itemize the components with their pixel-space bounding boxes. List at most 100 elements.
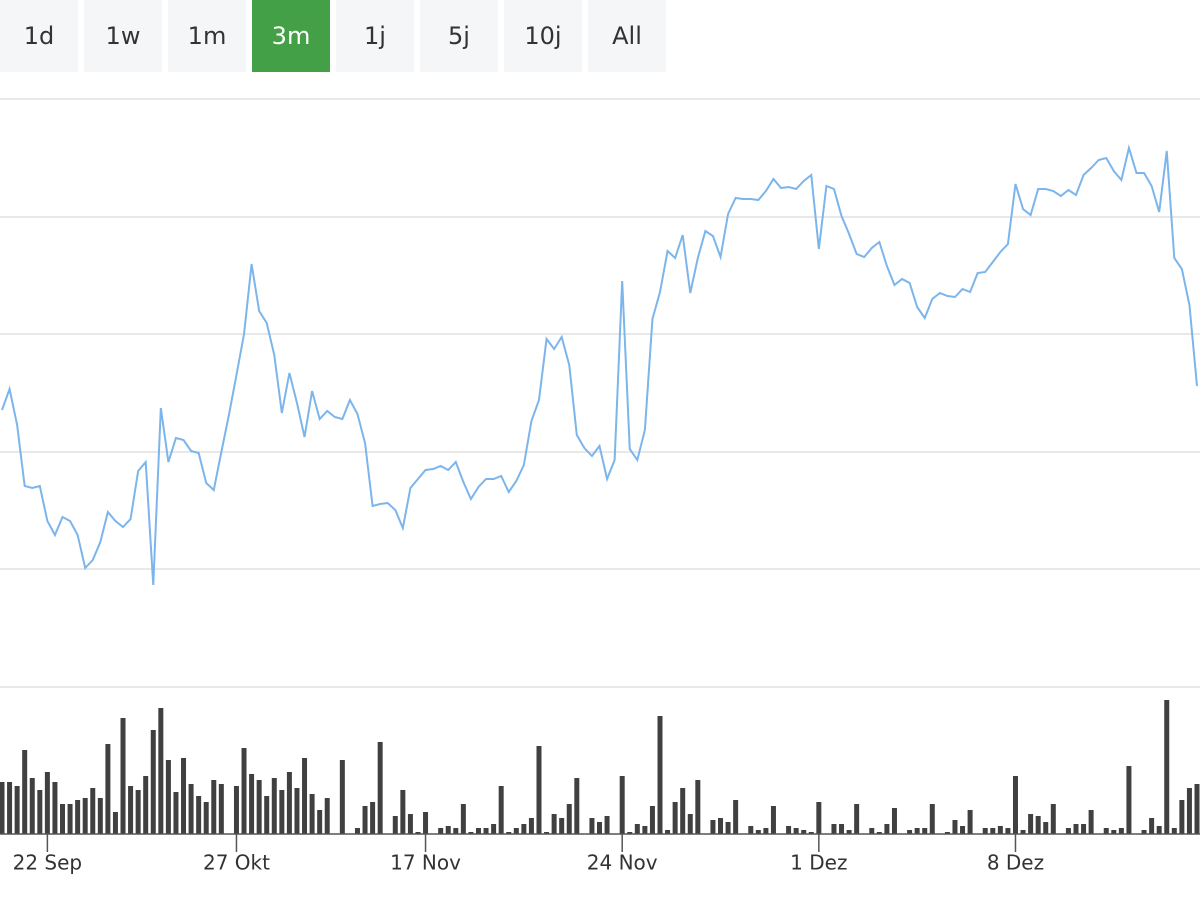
volume-bar bbox=[748, 826, 754, 834]
volume-bar bbox=[566, 804, 572, 834]
volume-bar bbox=[869, 828, 875, 834]
volume-bar bbox=[1012, 776, 1018, 834]
volume-bar bbox=[513, 828, 519, 834]
volume-bar bbox=[854, 804, 860, 834]
volume-bar bbox=[960, 826, 966, 834]
volume-bar bbox=[302, 758, 308, 834]
volume-bar bbox=[188, 784, 194, 834]
volume-bar bbox=[44, 772, 50, 834]
volume-bar bbox=[135, 790, 141, 834]
volume-bar bbox=[816, 802, 822, 834]
volume-bar bbox=[649, 806, 655, 834]
volume-bar bbox=[475, 828, 481, 834]
volume-bar bbox=[1065, 828, 1071, 834]
range-button[interactable]: All bbox=[588, 0, 666, 72]
volume-bar bbox=[634, 824, 640, 834]
volume-bar bbox=[377, 742, 383, 834]
range-button[interactable]: 10j bbox=[504, 0, 582, 72]
volume-bar bbox=[763, 828, 769, 834]
volume-bar bbox=[1088, 810, 1094, 834]
volume-bar bbox=[1194, 784, 1200, 834]
volume-bar bbox=[695, 780, 701, 834]
volume-bar bbox=[150, 730, 156, 834]
range-button[interactable]: 5j bbox=[420, 0, 498, 72]
x-tick-label: 27 Okt bbox=[203, 851, 270, 875]
x-tick-label: 8 Dez bbox=[987, 851, 1044, 875]
volume-bar bbox=[687, 814, 693, 834]
volume-bar bbox=[453, 828, 459, 834]
price-line bbox=[1, 144, 1198, 586]
volume-bar bbox=[627, 832, 633, 834]
volume-bar bbox=[922, 828, 928, 834]
volume-bar bbox=[407, 814, 413, 834]
volume-bar bbox=[271, 778, 277, 834]
volume-bar bbox=[1118, 828, 1124, 834]
volume-bar bbox=[324, 798, 330, 834]
volume-bar bbox=[196, 796, 202, 834]
range-button[interactable]: 1m bbox=[168, 0, 246, 72]
volume-bar bbox=[793, 828, 799, 834]
volume-bar bbox=[1043, 822, 1049, 834]
volume-bar bbox=[1156, 826, 1162, 834]
volume-bar bbox=[1111, 830, 1117, 834]
volume-bar bbox=[733, 800, 739, 834]
volume-bar bbox=[718, 818, 724, 834]
volume-bar bbox=[75, 800, 81, 834]
volume-bar bbox=[559, 818, 565, 834]
volume-bar bbox=[536, 746, 542, 834]
volume-bar bbox=[264, 796, 270, 834]
volume-bar bbox=[279, 790, 285, 834]
volume-bar bbox=[0, 782, 5, 834]
volume-bar bbox=[997, 826, 1003, 834]
volume-bar bbox=[286, 772, 292, 834]
volume-bar bbox=[112, 812, 118, 834]
volume-bar bbox=[14, 786, 20, 834]
volume-bar bbox=[589, 818, 595, 834]
volume-bar bbox=[551, 814, 557, 834]
volume-bar bbox=[67, 804, 73, 834]
volume-bar bbox=[218, 784, 224, 834]
volume-bar bbox=[982, 828, 988, 834]
volume-bar bbox=[392, 816, 398, 834]
volume-bar bbox=[891, 808, 897, 834]
volume-bar bbox=[839, 824, 845, 834]
volume-bar bbox=[97, 798, 103, 834]
x-tick-label: 17 Nov bbox=[390, 851, 461, 875]
volume-bar bbox=[339, 760, 345, 834]
range-button[interactable]: 3m bbox=[252, 0, 330, 72]
volume-bar bbox=[400, 790, 406, 834]
volume-bar bbox=[725, 822, 731, 834]
volume-bar bbox=[128, 786, 134, 834]
volume-bar bbox=[1149, 818, 1155, 834]
volume-bar bbox=[604, 816, 610, 834]
volume-bar bbox=[460, 804, 466, 834]
volume-bar bbox=[82, 798, 88, 834]
volume-bar bbox=[249, 774, 255, 834]
range-button[interactable]: 1w bbox=[84, 0, 162, 72]
volume-bar bbox=[1081, 824, 1087, 834]
volume-bar bbox=[1141, 830, 1147, 834]
volume-bar bbox=[90, 788, 96, 834]
volume-bar bbox=[29, 778, 35, 834]
volume-bar bbox=[256, 780, 262, 834]
volume-bar bbox=[929, 804, 935, 834]
volume-bar bbox=[1035, 816, 1041, 834]
volume-bar bbox=[37, 790, 43, 834]
range-button[interactable]: 1d bbox=[0, 0, 78, 72]
volume-bar bbox=[1005, 828, 1011, 834]
volume-bar bbox=[415, 832, 421, 834]
volume-bar bbox=[445, 826, 451, 834]
volume-bar bbox=[165, 760, 171, 834]
range-button[interactable]: 1j bbox=[336, 0, 414, 72]
volume-bar bbox=[158, 708, 164, 834]
x-tick-label: 1 Dez bbox=[790, 851, 847, 875]
volume-bar bbox=[1103, 828, 1109, 834]
volume-bar bbox=[952, 820, 958, 834]
volume-bar bbox=[710, 820, 716, 834]
volume-bar bbox=[672, 802, 678, 834]
volume-bar bbox=[967, 810, 973, 834]
volume-bar bbox=[907, 830, 913, 834]
volume-bar bbox=[362, 806, 368, 834]
volume-bar bbox=[491, 824, 497, 834]
